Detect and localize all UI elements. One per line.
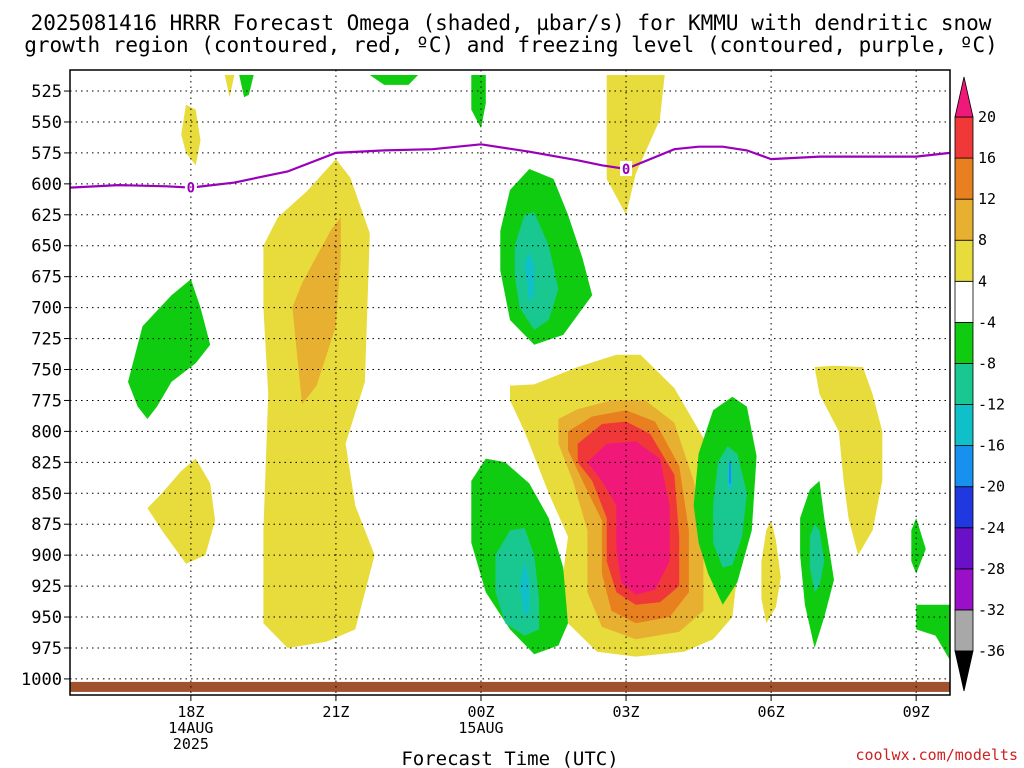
colorbar-band [954, 568, 974, 611]
y-tick-label: 950 [31, 608, 62, 628]
colorbar-band [954, 527, 974, 570]
x-tick-label: 09Z [903, 703, 930, 721]
omega-region-6 [814, 365, 883, 556]
y-tick-label: 800 [31, 422, 62, 442]
y-tick-label: 975 [31, 639, 62, 659]
omega-region-28 [524, 251, 535, 302]
y-tick-label: 675 [31, 268, 62, 288]
x-tick-label: 00Z [467, 703, 494, 721]
omega-region-0 [219, 75, 235, 98]
omega-region-29 [519, 561, 530, 617]
omega-region-8 [292, 217, 341, 405]
ground-fill [70, 681, 950, 692]
colorbar-band [954, 321, 974, 364]
x-tick-label: 03Z [612, 703, 639, 721]
plot-frame [69, 69, 951, 696]
omega-region-12 [587, 441, 670, 595]
plot-area: 00 [70, 70, 950, 695]
x-tick-label: 14AUG [168, 719, 213, 737]
freezing-level-line [70, 143, 950, 189]
freezing-level: 00 [70, 143, 950, 197]
x-tick-label: 18Z [177, 703, 204, 721]
colorbar-label: -32 [978, 601, 1005, 619]
freezing-label-bg [184, 179, 197, 195]
colorbar-label: -20 [978, 478, 1005, 496]
y-tick-label: 900 [31, 546, 62, 566]
chart-title-line-1: 2025081416 HRRR Forecast Omega (shaded, … [31, 11, 992, 35]
y-tick-label: 925 [31, 577, 62, 597]
x-tick-label: 06Z [758, 703, 785, 721]
y-tick-label: 725 [31, 330, 62, 350]
y-tick-label: 875 [31, 515, 62, 535]
omega-region-24 [514, 212, 559, 330]
y-tick-label: 600 [31, 175, 62, 195]
omega-region-13 [863, 441, 873, 488]
colorbar-label: 20 [978, 108, 996, 126]
colorbar-label: -8 [978, 354, 996, 372]
colorbar-band [954, 404, 974, 447]
colorbar-band [954, 239, 974, 282]
colorbar-label: 4 [978, 272, 987, 290]
omega-region-2 [263, 159, 375, 648]
colorbar-label: -24 [978, 519, 1005, 537]
y-tick-label: 700 [31, 299, 62, 319]
ground-bar [70, 681, 950, 692]
y-tick-label: 825 [31, 453, 62, 473]
omega-region-17 [128, 279, 211, 419]
colorbar-bottom-arrow [954, 650, 974, 692]
omega-region-27 [809, 524, 825, 593]
colorbar-band [954, 280, 974, 323]
colorbar-band [954, 198, 974, 241]
y-tick-label: 625 [31, 206, 62, 226]
omega-region-23 [916, 604, 950, 661]
watermark: coolwx.com/modelts [855, 746, 1018, 764]
colorbar-label: 8 [978, 231, 987, 249]
freezing-level-label: 0 [187, 181, 195, 197]
colorbar-label: -28 [978, 560, 1005, 578]
colorbar-band [954, 116, 974, 159]
grid [70, 70, 950, 695]
y-axis-ticks: 525 550 575 600 625 650 675 700 725 750 775 800 825 8… [21, 82, 70, 690]
colorbar-label: -36 [978, 642, 1005, 660]
colorbar-label: -16 [978, 437, 1005, 455]
y-tick-label: 850 [31, 484, 62, 504]
colorbar-top-arrow [954, 76, 974, 118]
colorbar-label: -12 [978, 396, 1005, 414]
colorbar-band [954, 363, 974, 405]
colorbar-label: 12 [978, 190, 996, 208]
colorbar-band [954, 486, 974, 529]
x-tick-label: 21Z [322, 703, 349, 721]
omega-region-26 [713, 446, 747, 568]
omega-region-31 [729, 459, 731, 484]
freezing-level-label: 0 [622, 162, 630, 178]
y-tick-label: 775 [31, 391, 62, 411]
y-tick-label: 550 [31, 113, 62, 133]
chart-title-line-2: growth region (contoured, red, ºC) and f… [24, 33, 998, 57]
colorbar-band [954, 445, 974, 488]
colorbar-band [954, 157, 974, 200]
y-tick-label: 525 [31, 82, 62, 102]
y-tick-label: 1000 [21, 670, 62, 690]
y-tick-label: 750 [31, 361, 62, 381]
omega-region-4 [606, 75, 665, 215]
omega-region-16 [471, 75, 486, 129]
omega-region-3 [147, 458, 216, 564]
y-tick-label: 650 [31, 237, 62, 257]
colorbar: -36 -32 -28 -24 -20 -16 -12 -8 -4 4 8 12 16 20 [954, 76, 1005, 692]
omega-region-14 [239, 75, 254, 98]
x-axis-label: Forecast Time (UTC) [401, 748, 618, 768]
colorbar-band [954, 609, 974, 652]
x-tick-label: 2025 [173, 735, 209, 753]
x-tick-label: 15AUG [458, 719, 503, 737]
omega-region-1 [181, 104, 201, 166]
freezing-label-bg [620, 161, 633, 177]
omega-region-15 [369, 75, 419, 85]
colorbar-label: -4 [978, 313, 996, 331]
colorbar-label: 16 [978, 149, 996, 167]
omega-region-22 [911, 518, 926, 574]
y-tick-label: 575 [31, 144, 62, 164]
